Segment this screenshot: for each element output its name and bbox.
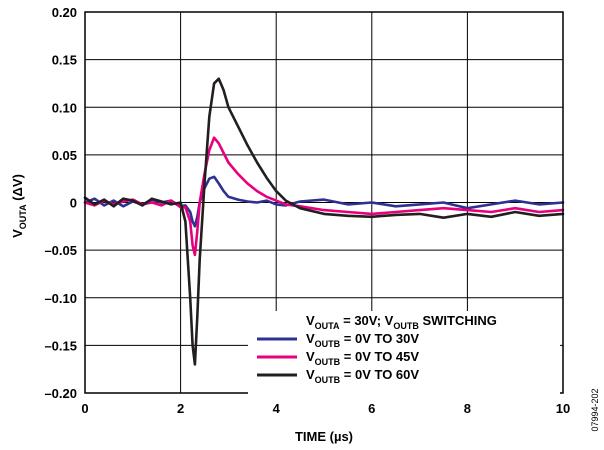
y-axis-title: VOUTA (ΔV): [10, 174, 28, 238]
x-tick-label: 8: [464, 401, 471, 416]
x-tick-label: 10: [556, 401, 570, 416]
series-line-1: [83, 175, 565, 228]
series-line-2: [83, 136, 565, 257]
x-tick-label: 0: [81, 401, 88, 416]
legend-background: [248, 311, 560, 395]
x-tick-label: 6: [368, 401, 375, 416]
y-tick-label: –0.15: [44, 338, 77, 353]
legend-label-3: VOUTB = 0V TO 60V: [306, 367, 419, 385]
y-tick-label: –0.10: [44, 291, 77, 306]
x-tick-label: 2: [177, 401, 184, 416]
y-tick-label: 0.10: [52, 100, 77, 115]
y-tick-labels: 0.20 0.15 0.10 0.05 0 –0.05 –0.10 –0.15 –0.20: [44, 5, 77, 401]
legend-label-2: VOUTB = 0V TO 45V: [306, 349, 419, 367]
legend: VOUTA = 30V; VOUTB SWITCHING VOUTB = 0V …: [248, 311, 560, 395]
y-tick-label: –0.05: [44, 243, 77, 258]
series-lines: [83, 77, 565, 366]
y-tick-label: –0.20: [44, 386, 77, 401]
y-tick-label: 0: [70, 196, 77, 211]
x-tick-labels: 0 2 4 6 8 10: [81, 401, 570, 416]
y-tick-label: 0.05: [52, 148, 77, 163]
legend-label-1: VOUTB = 0V TO 30V: [306, 331, 419, 349]
legend-title: VOUTA = 30V; VOUTB SWITCHING: [306, 313, 497, 331]
y-tick-label: 0.20: [52, 5, 77, 20]
x-tick-label: 4: [273, 401, 281, 416]
y-tick-label: 0.15: [52, 53, 77, 68]
series-line-3: [83, 77, 565, 366]
figure-id: 07994-202: [590, 388, 600, 431]
x-axis-title: TIME (µs): [295, 429, 353, 444]
